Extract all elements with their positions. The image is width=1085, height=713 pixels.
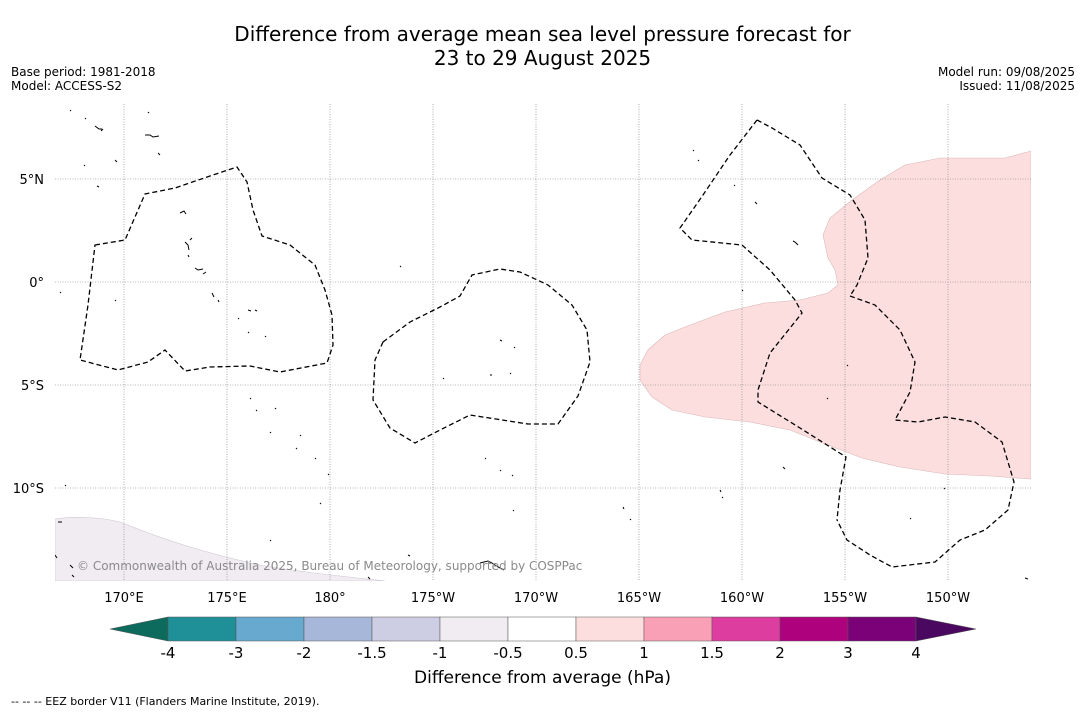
lat-label: 0° — [29, 276, 44, 291]
colorbar-title: Difference from average (hPa) — [414, 668, 671, 688]
colorbar-segment — [779, 616, 849, 642]
map-area — [55, 104, 1031, 581]
colorbar-segment — [575, 616, 645, 642]
eez-borders — [79, 119, 1015, 568]
lon-label: 160°W — [720, 591, 764, 606]
colorbar-segment — [235, 616, 305, 642]
colorbar-tick-label: -3 — [229, 644, 244, 662]
colorbar-tick-label: -0.5 — [493, 644, 522, 662]
base-period-text: Base period: 1981-2018 — [11, 65, 156, 79]
colorbar-tick-label: 1 — [639, 644, 649, 662]
lon-label: 155°W — [823, 591, 867, 606]
lon-label: 180° — [314, 591, 345, 606]
lat-label: 5°N — [20, 173, 45, 188]
lon-label: 170°E — [104, 591, 144, 606]
lon-label: 175°W — [411, 591, 455, 606]
eez-border-central — [372, 268, 591, 444]
colorbar-segment — [371, 616, 441, 642]
colorbar-segment — [711, 616, 781, 642]
colorbar-low-extend — [109, 616, 169, 642]
model-run-text: Model run: 09/08/2025 — [937, 65, 1075, 79]
colorbar — [109, 616, 977, 642]
colorbar-segment — [439, 616, 509, 642]
lon-label: 170°W — [514, 591, 558, 606]
issued-text: Issued: 11/08/2025 — [959, 79, 1075, 93]
colorbar-segment — [643, 616, 713, 642]
title-line-2: 23 to 29 August 2025 — [433, 46, 652, 70]
eez-border-north-inner — [679, 119, 847, 521]
colorbar-segment — [847, 616, 917, 642]
colorbar-tick-label: 3 — [843, 644, 853, 662]
lon-label: 165°W — [617, 591, 661, 606]
eez-border-northeast — [756, 119, 869, 297]
eez-footnote: -- -- -- EEZ border V11 (Flanders Marine… — [11, 695, 320, 708]
eez-border-west — [79, 166, 334, 373]
lat-label: 5°S — [21, 379, 44, 394]
colorbar-tick-label: 2 — [775, 644, 785, 662]
positive-anomaly-region — [639, 150, 1031, 480]
colorbar-tick-label: -2 — [297, 644, 312, 662]
meta-left: Base period: 1981-2018 Model: ACCESS-S2 — [11, 65, 156, 93]
negative-anomaly-region — [55, 517, 386, 581]
colorbar-tick-label: 4 — [911, 644, 921, 662]
lon-label: 175°E — [207, 591, 247, 606]
axis-labels: 170°E 175°E 180° 175°W 170°W 165°W 160°W… — [13, 173, 971, 606]
colorbar-tick-label: 0.5 — [564, 644, 588, 662]
graticule — [55, 104, 1031, 581]
chart-title: Difference from average mean sea level p… — [0, 22, 1085, 70]
lat-label: 10°S — [13, 482, 44, 497]
colorbar-tick-label: -4 — [161, 644, 176, 662]
islands — [55, 109, 1029, 580]
eez-border-east — [836, 295, 1015, 568]
colorbar-segment — [507, 616, 577, 642]
colorbar-ticks: -4 -3 -2 -1.5 -1 -0.5 0.5 1 1.5 2 3 4 — [161, 644, 921, 662]
colorbar-segment — [167, 616, 237, 642]
colorbar-tick-label: -1 — [433, 644, 448, 662]
copyright-text: © Commonwealth of Australia 2025, Bureau… — [77, 559, 582, 573]
meta-right: Model run: 09/08/2025 Issued: 11/08/2025 — [938, 65, 1075, 93]
colorbar-tick-label: 1.5 — [700, 644, 724, 662]
title-line-1: Difference from average mean sea level p… — [234, 22, 851, 46]
model-text: Model: ACCESS-S2 — [11, 79, 123, 93]
colorbar-segment — [303, 616, 373, 642]
colorbar-high-extend — [915, 616, 977, 642]
lon-label: 150°W — [926, 591, 970, 606]
colorbar-tick-label: -1.5 — [357, 644, 386, 662]
